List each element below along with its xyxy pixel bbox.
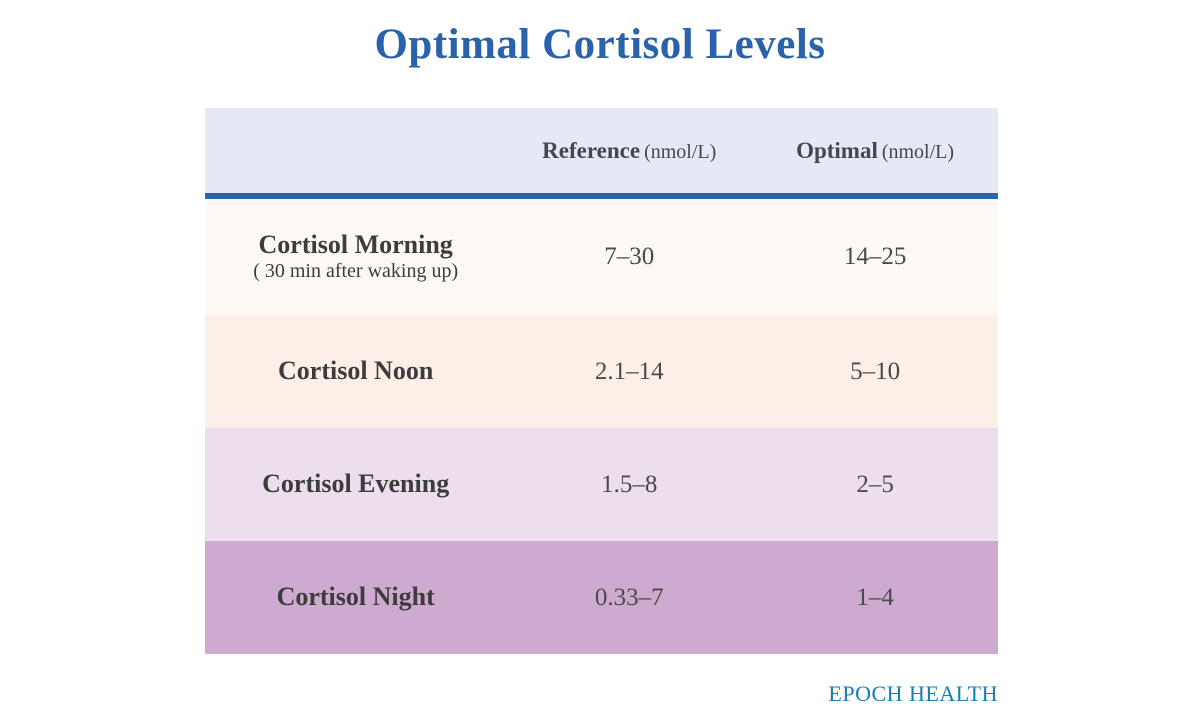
optimal-value: 5–10	[850, 357, 901, 385]
optimal-value: 14–25	[843, 243, 907, 270]
header-divider-line	[205, 193, 998, 199]
header-reference-column: Reference (nmol/L)	[506, 138, 752, 164]
header-reference-unit: (nmol/L)	[644, 140, 717, 163]
reference-value: 0.33–7	[594, 583, 664, 611]
brand-epoch-health: EPOCH HEALTH	[828, 681, 998, 706]
page-title: Optimal Cortisol Levels	[374, 21, 826, 68]
row-label: Cortisol Night	[276, 582, 435, 612]
reference-value: 7–30	[604, 243, 655, 270]
cortisol-levels-table: Reference (nmol/L) Optimal (nmol/L) Cort…	[205, 108, 998, 654]
table-row-cortisol-noon: Cortisol Noon 2.1–14 5–10	[205, 315, 998, 428]
row-label: Cortisol Morning	[258, 229, 453, 259]
table-header-row: Reference (nmol/L) Optimal (nmol/L)	[205, 108, 998, 193]
header-optimal-unit: (nmol/L)	[881, 140, 955, 163]
reference-value: 2.1–14	[594, 357, 664, 385]
header-optimal-label: Optimal	[796, 137, 878, 163]
header-optimal-column: Optimal (nmol/L)	[752, 138, 998, 164]
optimal-value: 1–4	[856, 583, 894, 611]
row-label-cell: Cortisol Noon	[205, 357, 506, 386]
table-row-cortisol-evening: Cortisol Evening 1.5–8 2–5	[205, 428, 998, 541]
row-label-cell: Cortisol Evening	[205, 470, 506, 499]
row-label: Cortisol Noon	[278, 356, 434, 386]
table-row-cortisol-night: Cortisol Night 0.33–7 1–4	[205, 541, 998, 654]
table-row-cortisol-morning: Cortisol Morning ( 30 min after waking u…	[205, 199, 998, 315]
row-label-cell: Cortisol Morning ( 30 min after waking u…	[205, 229, 506, 284]
reference-value: 1.5–8	[601, 470, 658, 498]
optimal-value: 2–5	[856, 470, 894, 498]
row-label-cell: Cortisol Night	[205, 583, 506, 612]
header-reference-label: Reference	[542, 137, 641, 163]
row-label: Cortisol Evening	[262, 469, 450, 499]
row-sublabel: ( 30 min after waking up)	[253, 260, 459, 283]
